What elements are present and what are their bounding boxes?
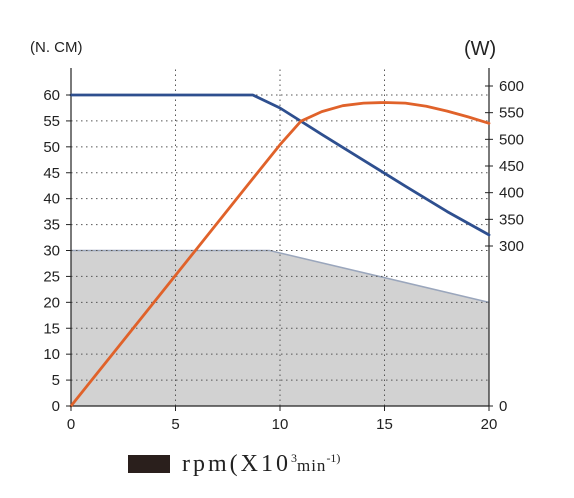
left-tick-label: 60 bbox=[43, 87, 60, 104]
right-tick-label: 300 bbox=[499, 238, 524, 255]
left-tick-label: 45 bbox=[43, 165, 60, 182]
left-tick-label: 25 bbox=[43, 268, 60, 285]
x-tick-label: 10 bbox=[272, 416, 289, 433]
legend-label: rpm(X103min-1) bbox=[182, 451, 340, 478]
left-tick-label: 10 bbox=[43, 346, 60, 363]
right-tick-label: 0 bbox=[499, 398, 507, 415]
area-fill bbox=[71, 250, 489, 406]
x-tick-label: 0 bbox=[67, 416, 75, 433]
legend-text-rest: min bbox=[296, 455, 327, 475]
left-tick-label: 0 bbox=[52, 398, 60, 415]
right-tick-label: 500 bbox=[499, 131, 524, 148]
legend-rest-sup: -1) bbox=[326, 450, 341, 465]
series-line-1 bbox=[69, 93, 491, 237]
legend: rpm(X103min-1) bbox=[128, 449, 340, 479]
x-tick-label: 5 bbox=[171, 416, 179, 433]
left-tick-label: 5 bbox=[52, 372, 60, 389]
legend-swatch bbox=[128, 455, 170, 473]
right-tick-label: 350 bbox=[499, 211, 524, 228]
legend-sup: 3 bbox=[290, 450, 297, 465]
left-axis-unit: (N. CM) bbox=[30, 39, 83, 56]
legend-text-main: rpm(X10 bbox=[182, 450, 291, 477]
right-tick-label: 450 bbox=[499, 158, 524, 175]
x-tick-label: 20 bbox=[481, 416, 498, 433]
left-tick-label: 30 bbox=[43, 243, 60, 260]
x-tick-label: 15 bbox=[376, 416, 393, 433]
left-tick-label: 20 bbox=[43, 294, 60, 311]
right-axis-unit: (W) bbox=[464, 38, 496, 60]
left-tick-label: 40 bbox=[43, 191, 60, 208]
series-line-2 bbox=[69, 101, 491, 408]
left-tick-label: 35 bbox=[43, 217, 60, 234]
left-tick-label: 50 bbox=[43, 139, 60, 156]
right-tick-label: 600 bbox=[499, 78, 524, 95]
left-tick-label: 55 bbox=[43, 113, 60, 130]
right-tick-label: 400 bbox=[499, 185, 524, 202]
right-tick-label: 550 bbox=[499, 105, 524, 122]
left-tick-label: 15 bbox=[43, 320, 60, 337]
